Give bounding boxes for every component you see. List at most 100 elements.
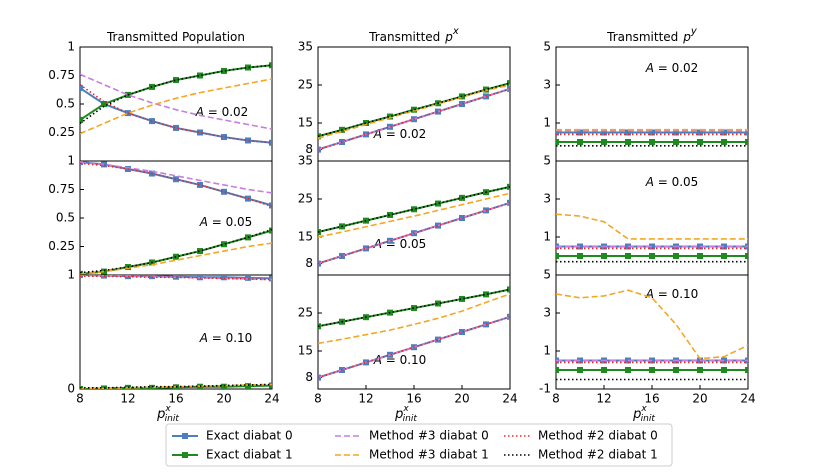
x-tick-label: 24 (502, 392, 517, 406)
y-tick-label: 5 (543, 40, 551, 54)
marker (221, 67, 227, 74)
series-line (318, 293, 510, 345)
marker (745, 139, 748, 145)
marker (101, 161, 107, 168)
y-tick-label: 0 (67, 382, 75, 396)
x-label-base: p (394, 407, 403, 422)
axes-frame (79, 274, 273, 390)
legend-label: Exact diabat 0 (206, 429, 293, 443)
y-tick-label: 15 (298, 344, 313, 358)
x-tick-label: 20 (216, 392, 231, 406)
y-tick-label: 1 (543, 230, 551, 244)
annotation: A = 0.05 (199, 215, 253, 229)
marker (197, 129, 203, 136)
panel-title: Transmitted Population (106, 30, 245, 44)
marker (435, 300, 441, 307)
x-label-sup: x (640, 404, 647, 414)
marker (721, 139, 727, 145)
legend-box (165, 423, 673, 467)
legend-label: Method #3 diabat 0 (369, 429, 489, 443)
series-line (80, 228, 272, 274)
marker (649, 139, 655, 145)
x-label-base: p (156, 407, 165, 422)
series-line (556, 213, 748, 240)
marker (625, 129, 631, 136)
plot-area (556, 289, 748, 381)
marker (745, 367, 748, 373)
y-tick-label: -1 (539, 382, 551, 396)
marker (577, 253, 583, 259)
title-sup: x (452, 26, 459, 37)
title-text: Transmitted Population (106, 30, 245, 44)
marker (649, 129, 655, 136)
x-tick-label: 16 (644, 392, 659, 406)
marker (556, 367, 559, 373)
y-tick-label: 1 (67, 154, 75, 168)
marker (435, 108, 441, 115)
plot-area (318, 80, 510, 153)
y-tick-label: 35 (298, 154, 313, 168)
annotation: A = 0.10 (645, 287, 699, 301)
marker (745, 129, 748, 136)
marker (245, 383, 251, 389)
marker (673, 129, 679, 136)
x-tick-label: 8 (76, 392, 84, 406)
marker (556, 129, 559, 136)
marker (721, 253, 727, 259)
y-tick-label: 8 (305, 142, 313, 156)
marker (577, 129, 583, 136)
marker (435, 200, 441, 207)
marker (221, 241, 227, 248)
y-tick-label: 15 (298, 116, 313, 130)
plot-area (80, 62, 272, 146)
annotation: A = 0.02 (195, 105, 249, 119)
marker (697, 139, 703, 145)
x-tick-label: 24 (264, 392, 279, 406)
marker (577, 139, 583, 145)
marker (556, 139, 559, 145)
marker (269, 62, 272, 69)
series-line (318, 202, 510, 265)
marker (269, 139, 272, 146)
x-axis-label: px init (394, 404, 417, 424)
axes-frame (317, 274, 511, 390)
axes-frame (79, 46, 273, 162)
marker (387, 211, 393, 218)
marker (269, 382, 272, 389)
x-tick-label: 20 (692, 392, 707, 406)
marker (459, 101, 465, 107)
marker (80, 85, 83, 92)
y-tick-label: 0.25 (48, 125, 75, 139)
marker (387, 113, 393, 120)
y-tick-label: 1 (67, 40, 75, 54)
marker (625, 139, 631, 145)
x-label-sub: init (165, 414, 180, 424)
y-tick-label: 3 (543, 78, 551, 92)
marker (649, 367, 655, 373)
marker (601, 129, 607, 136)
x-tick-label: 20 (454, 392, 469, 406)
plot-area (556, 128, 748, 147)
marker (363, 120, 369, 126)
marker (556, 253, 559, 259)
series-line (318, 84, 510, 139)
marker (601, 367, 607, 373)
marker (721, 367, 727, 373)
series-line (318, 316, 510, 379)
panel-title: Transmitted px (368, 26, 459, 44)
marker (649, 253, 655, 259)
marker (601, 253, 607, 259)
title-var: p (444, 30, 453, 44)
marker (435, 222, 441, 229)
marker (673, 367, 679, 373)
legend-label: Method #2 diabat 1 (538, 448, 658, 462)
marker (507, 80, 510, 87)
x-tick-label: 8 (314, 392, 322, 406)
x-label-sub: init (641, 414, 656, 424)
marker (245, 275, 251, 281)
marker (411, 106, 417, 113)
y-tick-label: 25 (298, 78, 313, 92)
x-tick-label: 16 (406, 392, 421, 406)
marker (173, 77, 179, 84)
